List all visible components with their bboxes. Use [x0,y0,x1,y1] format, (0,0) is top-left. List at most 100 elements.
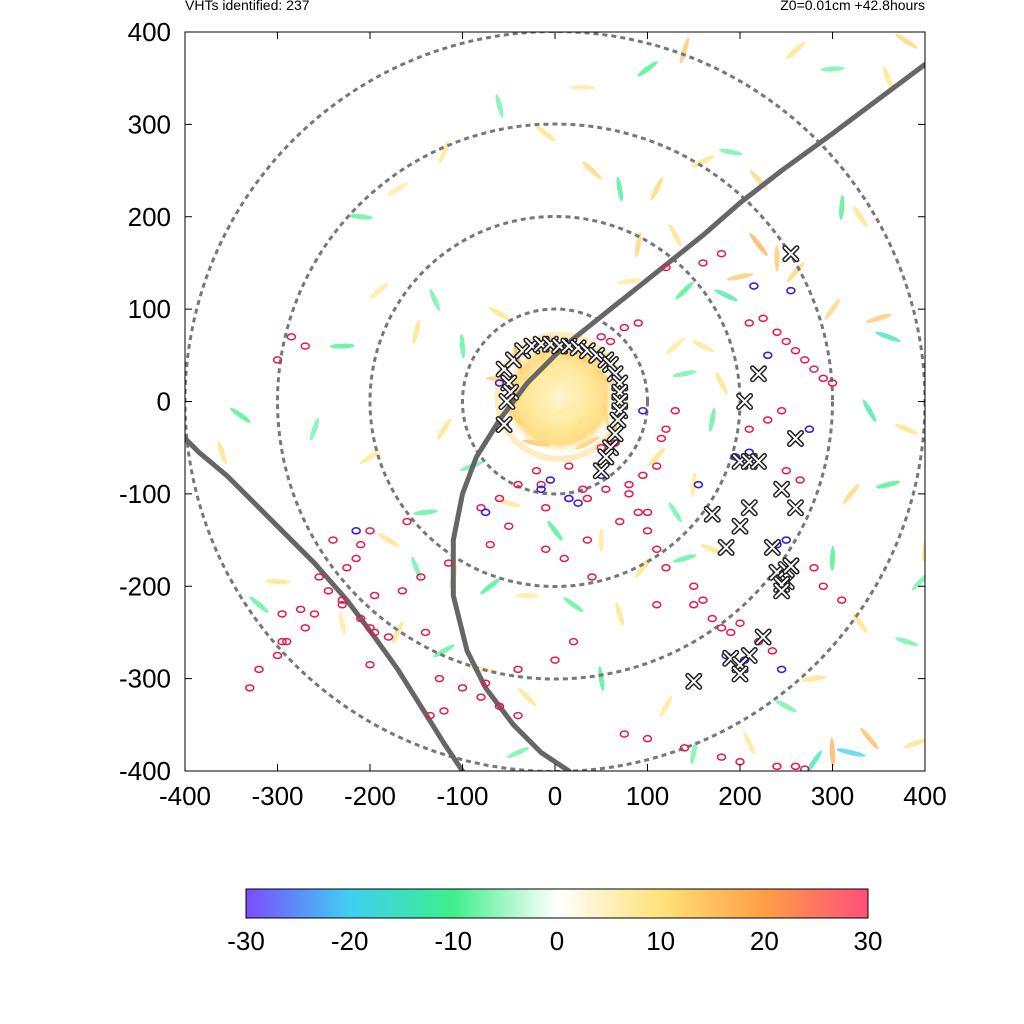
field-speckle [726,273,754,281]
eye-warm-core [504,341,616,453]
field-speckle [852,612,868,634]
negative-contour [693,480,704,489]
positive-contour [300,342,310,350]
x-tick-label: 300 [811,781,854,811]
positive-contour [443,559,454,567]
field-speckle [743,732,755,755]
positive-contour [578,485,588,494]
vht-marker [498,393,516,410]
vht-markers [495,245,804,690]
positive-contour [633,319,643,327]
field-speckle [774,244,780,272]
field-speckle [691,340,715,352]
field-speckle [433,644,455,658]
colorbar-gradient [245,888,869,919]
vht-marker [609,411,627,429]
positive-contour [776,406,787,415]
positive-contour [531,467,542,475]
positive-contour [476,693,486,701]
colorbar-tick-label: 30 [854,926,883,956]
range-ring [368,215,742,588]
field-speckle [883,66,893,90]
positive-contour [809,365,819,373]
field-speckle [437,418,451,440]
positive-contour [356,540,366,549]
range-rings [185,32,925,771]
positive-contour [397,587,408,595]
positive-contour [272,356,283,364]
negative-contour [573,499,583,507]
positive-contour [582,494,593,503]
positive-contour [615,517,625,526]
positive-contour [689,582,699,590]
positive-contour [425,711,435,720]
field-speckle [801,675,827,682]
x-tick-label: -100 [436,781,488,811]
vht-marker [773,480,791,498]
positive-contour [809,564,819,572]
x-tick-label: 400 [903,781,946,811]
field-speckle [377,533,400,547]
field-speckle [387,182,409,196]
positive-contour [587,573,597,581]
field-speckle [506,747,530,758]
positive-contour [416,573,426,581]
positive-contour [420,628,431,637]
positive-contour [383,633,394,641]
colorbar-tick-label: 0 [550,926,564,956]
positive-contour [541,545,551,554]
colorbar: -30 -20 -10 0 10 20 30 [227,888,883,956]
positive-contour [642,734,653,743]
positive-contour [818,374,828,383]
x-axis: -400 -300 -200 -100 0 100 200 300 400 [159,32,947,811]
positive-contour [282,637,292,646]
field-speckle [829,738,836,768]
field-speckle [895,637,918,647]
vht-marker [731,665,749,683]
vht-marker [606,365,624,383]
field-speckle [648,447,666,467]
field-speckle [718,148,743,156]
positive-contour [716,624,727,632]
y-tick-label: 400 [128,17,171,47]
field-speckle [853,206,868,228]
negative-contour [564,494,574,503]
positive-contour [504,522,514,530]
positive-contour [314,573,324,581]
field-speckle [480,578,501,595]
field-speckle [785,42,806,59]
field-speckle [894,423,919,435]
vorticity-contours [245,249,847,771]
positive-contour [342,564,352,572]
positive-contour [365,527,375,535]
vht-marker [602,439,619,457]
range-ring [276,122,834,681]
field-speckle [488,307,511,321]
field-speckle [495,94,504,118]
y-tick-label: 100 [128,294,171,324]
field-speckle [700,544,724,555]
positive-contour [619,730,630,738]
positive-contour [716,753,727,761]
positive-contour [661,263,671,272]
positive-contour [536,480,546,489]
positive-contour [800,356,810,364]
field-speckle [824,298,841,320]
positive-contour [772,328,782,336]
positive-contour [656,434,667,443]
negative-contour [786,286,796,295]
field-speckle [675,281,694,300]
x-tick-label: 100 [626,781,669,811]
x-tick-label: -200 [344,781,396,811]
field-speckle [429,288,440,311]
positive-contour [439,707,449,715]
field-speckle [265,579,290,585]
field-speckle [786,262,805,283]
positive-contour [513,665,523,674]
positive-contour [716,249,727,258]
vht-marker [763,538,781,556]
field-speckle [411,556,422,579]
field-speckle [650,177,664,201]
field-speckle [715,371,728,395]
colorbar-tick-label: -20 [331,926,369,956]
